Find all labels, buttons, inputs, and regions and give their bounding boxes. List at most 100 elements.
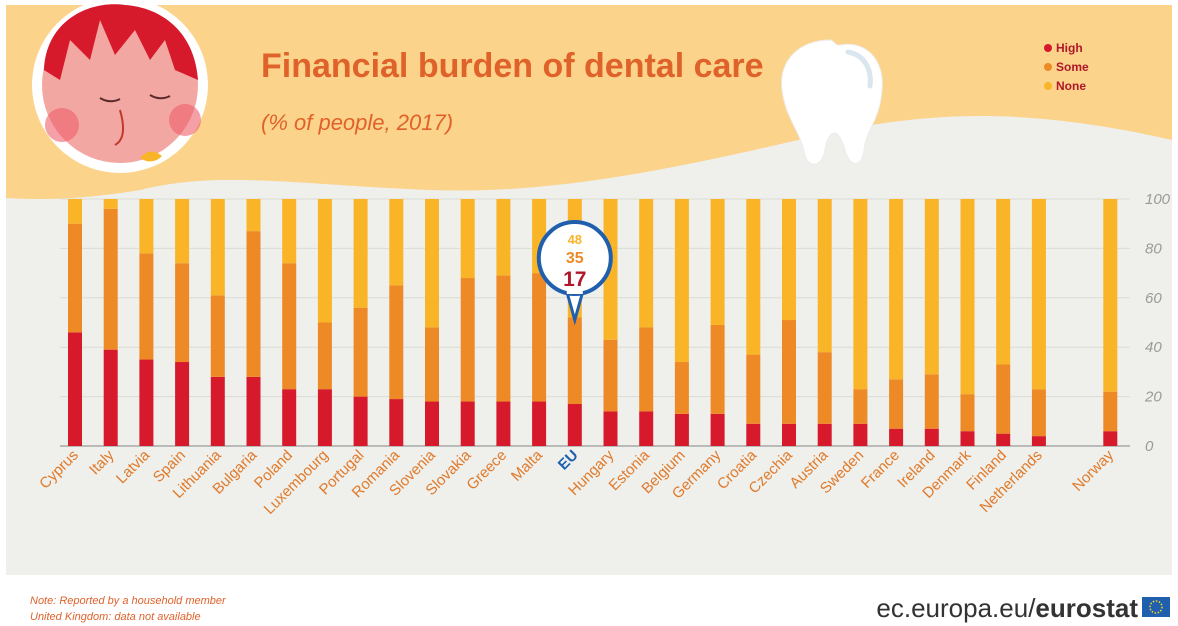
bar-bulgaria-none — [246, 199, 261, 232]
bar-romania-high — [389, 399, 404, 446]
bar-austria-none — [817, 199, 832, 353]
sad-face-illustration — [32, 0, 208, 173]
bar-austria-some — [817, 352, 832, 424]
bar-finland-high — [996, 433, 1011, 446]
bar-slovenia-none — [425, 199, 439, 328]
bar-norway-high — [1103, 431, 1118, 446]
bar-lithuania-some — [210, 295, 225, 377]
y-axis-ticks: 0 20 40 60 80 100 — [1144, 191, 1171, 455]
legend: High Some None — [1044, 41, 1089, 93]
bar-hungary-some — [603, 339, 618, 412]
y-tick-label-20: 20 — [1144, 389, 1162, 406]
bar-bulgaria-high — [246, 376, 261, 446]
bar-sweden-some — [853, 389, 868, 424]
source-brand: eurostat — [1035, 593, 1138, 623]
bar-ireland-high — [924, 428, 939, 446]
legend-marker-some — [1044, 63, 1052, 71]
bar-romania-some — [389, 285, 404, 400]
bar-croatia-high — [746, 423, 761, 446]
bar-cyprus-none — [68, 199, 82, 224]
bar-france-some — [889, 379, 904, 429]
bar-slovakia-some — [460, 278, 475, 402]
bar-ireland-some — [924, 374, 939, 429]
bar-latvia-high — [139, 359, 154, 446]
bar-italy-some — [103, 208, 118, 350]
callout-value-high: 17 — [563, 268, 586, 291]
bar-spain-high — [175, 362, 190, 446]
bar-poland-high — [282, 389, 297, 446]
bars — [68, 199, 1118, 446]
bar-lithuania-none — [210, 199, 225, 296]
y-tick-label-0: 0 — [1145, 438, 1154, 455]
bar-ireland-none — [924, 199, 939, 375]
bar-czechia-some — [782, 320, 796, 424]
bar-portugal-none — [353, 199, 368, 308]
bar-germany-none — [710, 199, 725, 325]
bar-spain-some — [175, 263, 190, 363]
bar-portugal-some — [353, 307, 368, 397]
bar-slovakia-none — [460, 199, 475, 279]
bar-slovenia-high — [425, 401, 439, 446]
bar-malta-high — [532, 401, 547, 446]
bar-romania-none — [389, 199, 404, 286]
y-tick-label-40: 40 — [1145, 339, 1162, 356]
bar-greece-none — [496, 199, 511, 276]
chart-subtitle: (% of people, 2017) — [261, 110, 453, 135]
bar-croatia-some — [746, 354, 761, 424]
bar-latvia-none — [139, 199, 154, 254]
bar-czechia-high — [782, 423, 796, 446]
bar-luxembourg-none — [317, 199, 332, 323]
bar-poland-some — [282, 263, 297, 390]
bar-malta-some — [532, 273, 547, 402]
bar-finland-some — [996, 364, 1011, 434]
source-prefix: ec.europa.eu/ — [876, 593, 1036, 623]
bar-norway-some — [1103, 391, 1118, 432]
bar-poland-none — [282, 199, 297, 264]
legend-marker-none — [1044, 82, 1052, 90]
y-tick-label-100: 100 — [1145, 191, 1171, 208]
bar-finland-none — [996, 199, 1011, 365]
bar-sweden-high — [853, 423, 868, 446]
legend-label-some: Some — [1056, 60, 1089, 74]
gridlines — [60, 198, 1130, 447]
bar-netherlands-high — [1031, 436, 1046, 446]
header-background — [6, 5, 1172, 200]
bar-estonia-some — [639, 327, 654, 412]
bar-greece-some — [496, 275, 511, 402]
note-household: Note: Reported by a household member — [30, 595, 227, 607]
bar-greece-high — [496, 401, 511, 446]
bar-lithuania-high — [210, 376, 225, 446]
bar-denmark-some — [960, 394, 975, 432]
bar-austria-high — [817, 423, 832, 446]
bar-sweden-none — [853, 199, 868, 390]
bar-germany-some — [710, 324, 725, 414]
bar-hungary-high — [603, 411, 618, 446]
bar-france-none — [889, 199, 904, 380]
tooth-illustration — [781, 39, 883, 165]
source-link[interactable]: ec.europa.eu/eurostat — [876, 593, 1138, 623]
bar-estonia-high — [639, 411, 654, 446]
bar-france-high — [889, 428, 904, 446]
bar-norway-none — [1103, 199, 1118, 392]
bar-luxembourg-high — [317, 389, 332, 446]
bar-italy-none — [103, 199, 118, 209]
bar-netherlands-none — [1031, 199, 1046, 390]
legend-label-high: High — [1056, 41, 1083, 55]
bar-estonia-none — [639, 199, 654, 328]
bar-portugal-high — [353, 396, 368, 446]
bar-eu-high — [567, 404, 582, 446]
bar-belgium-none — [674, 199, 689, 363]
y-tick-label-80: 80 — [1145, 240, 1162, 257]
callout-joint — [566, 286, 583, 294]
chart-title: Financial burden of dental care — [261, 47, 764, 85]
bar-denmark-none — [960, 199, 975, 395]
bar-belgium-high — [674, 413, 689, 446]
callout-value-some: 35 — [566, 250, 584, 267]
bar-latvia-some — [139, 253, 154, 360]
bar-netherlands-some — [1031, 389, 1046, 437]
bar-italy-high — [103, 349, 118, 446]
legend-marker-high — [1044, 44, 1052, 52]
